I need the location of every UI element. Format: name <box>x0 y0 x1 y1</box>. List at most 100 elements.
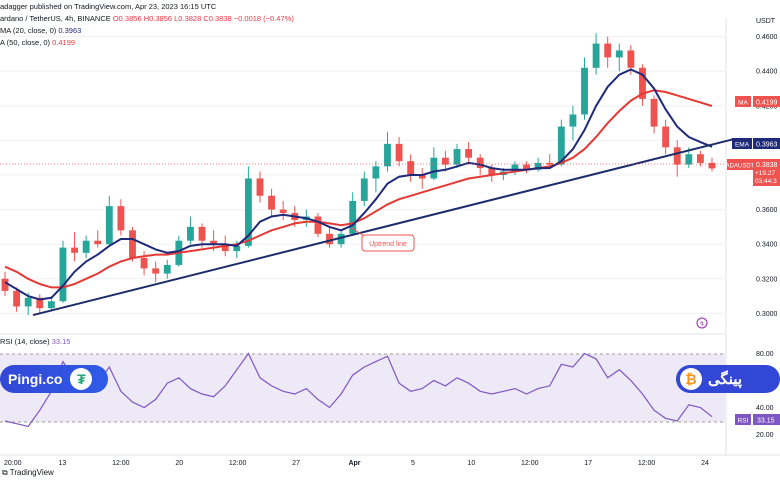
symbol-line: ardano / TetherUS, 4h, BINANCE O0.3856 H… <box>0 14 294 23</box>
time-axis-label: 27 <box>292 460 300 467</box>
ema-legend-label: MA (20, close, 0) <box>0 26 57 35</box>
rsi-tag-label: RSI <box>738 418 749 425</box>
time-axis-label: 10 <box>467 460 475 467</box>
candle-body <box>615 50 623 58</box>
candle-body <box>140 258 148 269</box>
candle-body <box>24 297 32 307</box>
time-axis-label: 5 <box>411 460 415 467</box>
candle-body <box>59 247 67 302</box>
annotation-text: Uptrend line <box>369 241 407 248</box>
candle-body <box>152 268 160 274</box>
pingi-badge-left[interactable]: Pingi.co ₮ <box>0 365 108 393</box>
time-axis-labels: 20:00 13 12:00 20 12:00 27 Apr 5 10 12:00 17 12:00 2… <box>4 460 709 467</box>
rsi-line <box>4 352 713 428</box>
annotation-pointer <box>351 227 365 237</box>
publisher-line: adagger published on TradingView.com, Ap… <box>0 2 217 11</box>
uptrend-line[interactable] <box>32 138 734 317</box>
ema-tag-bg <box>732 138 752 149</box>
candle-body <box>650 98 658 127</box>
candle-body <box>384 143 391 167</box>
time-axis-label: 12:00 <box>229 460 247 467</box>
candle-body <box>221 244 229 252</box>
annotation-box <box>361 234 415 252</box>
candle-body <box>268 195 275 210</box>
price-axis-label: 0.3000 <box>756 311 778 318</box>
candle-body <box>13 290 21 307</box>
ma-tag-value-bg <box>753 96 780 107</box>
candle-body <box>476 157 484 169</box>
candle-body <box>453 149 461 165</box>
time-axis-label: 20 <box>175 460 183 467</box>
candle-body <box>1 278 9 291</box>
price-axis-label: 0.3400 <box>756 242 778 249</box>
bitcoin-icon: ₿ <box>680 368 702 390</box>
symbol-name: ardano / TetherUS, 4h, BINANCE <box>0 14 111 23</box>
candle-body <box>430 157 438 179</box>
candle-body <box>604 43 612 58</box>
ma-legend-value: 0.4199 <box>52 38 76 47</box>
ema-tag-label: EMA <box>735 142 750 149</box>
candle-body <box>244 178 252 246</box>
candle-body <box>82 240 90 253</box>
rsi-legend: RSI (14, close) 33.15 <box>0 337 70 346</box>
candle-body <box>407 161 415 175</box>
candle-body <box>47 301 55 309</box>
candle-body <box>523 164 530 170</box>
pingi-badge-right[interactable]: ₿ پینگی <box>676 365 780 393</box>
candle-body <box>360 178 368 201</box>
candle-body <box>662 126 670 148</box>
ema20-line <box>4 68 713 301</box>
candle-body <box>557 126 565 165</box>
candle-body <box>534 162 542 170</box>
candle-body <box>696 154 704 163</box>
candle-body <box>673 147 681 165</box>
time-axis-label: 13 <box>59 460 67 467</box>
ema-tag-value-bg <box>753 138 780 149</box>
replay-icon[interactable] <box>696 317 708 329</box>
time-axis-label: Apr <box>348 460 360 467</box>
candle-body <box>627 50 635 68</box>
symbol-tag-change: +19.27 <box>755 170 775 177</box>
candle-body <box>395 143 403 162</box>
tradingview-logo[interactable]: ⧉ TradingView <box>2 468 54 478</box>
pingi-badge-text: Pingi.co <box>8 371 63 387</box>
candle-body <box>326 233 333 245</box>
price-axis-label: 0.3200 <box>756 276 778 283</box>
candle-body <box>233 245 241 252</box>
ema-tag-value: 0.3963 <box>756 142 778 149</box>
rsi-tag-value-bg <box>753 414 780 425</box>
candle-body <box>349 200 357 234</box>
time-axis-label: 24 <box>701 460 709 467</box>
candle-body <box>488 168 496 175</box>
ma50-line <box>4 89 713 289</box>
candle-body <box>36 297 44 309</box>
candle-body <box>685 154 693 165</box>
time-axis-label: 12:00 <box>638 460 656 467</box>
rsi-band <box>0 354 725 422</box>
rsi-tag-bg <box>735 414 751 425</box>
ema-legend: MA (20, close, 0) 0.3963 <box>0 26 81 35</box>
ma-legend-label: A (50, close, 0) <box>0 38 51 47</box>
candle-body <box>372 166 380 179</box>
candle-body <box>442 157 449 165</box>
candle-body <box>465 149 473 158</box>
rsi-axis-label: 20.00 <box>756 432 774 439</box>
ma-legend: A (50, close, 0) 0.4199 <box>0 38 75 47</box>
candle-body <box>418 175 426 179</box>
candle-body <box>198 226 206 241</box>
candle-body <box>187 226 194 241</box>
candle-body <box>163 264 171 274</box>
time-axis-label: 20:00 <box>4 460 22 467</box>
rsi-axis-label: 40.00 <box>756 405 774 412</box>
candle-body <box>639 67 646 99</box>
symbol-tag-timer: 03:44:3 <box>755 178 777 185</box>
symbol-tag-label: ADAUSDT <box>726 164 755 170</box>
rsi-axis-labels: 80.00 40.00 20.00 <box>756 351 774 439</box>
candle-body <box>337 233 345 245</box>
symbol-tag-bg <box>727 159 753 170</box>
candle-body <box>129 230 136 259</box>
ema-legend-value: 0.3963 <box>58 26 82 35</box>
rsi-axis-label: 80.00 <box>756 351 774 358</box>
candle-body <box>71 247 78 253</box>
